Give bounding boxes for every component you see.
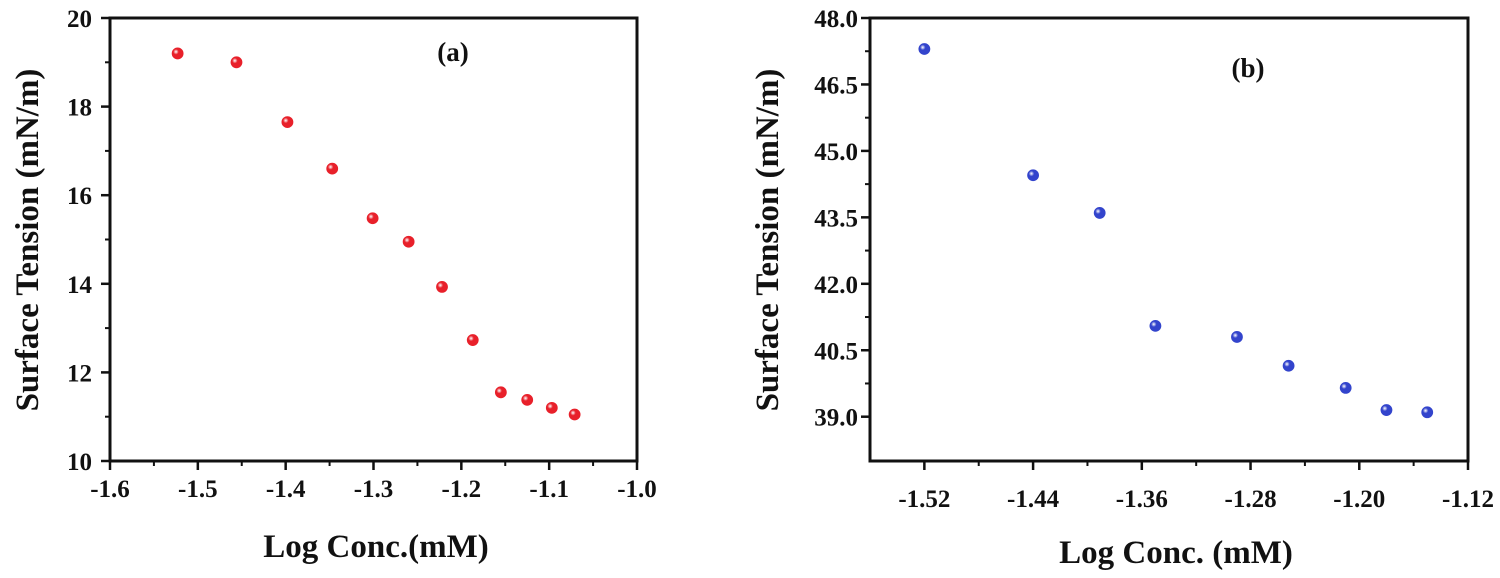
x-tick-label-b: -1.20 [1333,486,1385,513]
x-tick-label-a: -1.5 [178,476,218,503]
x-axis-title-a: Log Conc.(mM) [263,529,488,565]
data-point-b [1339,382,1352,394]
axis-ticks-a: -1.6 -1.5 -1.4 -1.3 -1.2 -1.1 -1.0 10 12 14 16 18 20 [67,6,657,503]
y-tick-label-a: 18 [67,95,92,122]
panel-a: -1.6 -1.5 -1.4 -1.3 -1.2 -1.1 -1.0 10 12 14 16 18 20… [10,6,657,565]
x-axis-title-b: Log Conc. (mM) [1059,535,1293,571]
data-point-a [171,47,184,60]
x-tick-label-b: -1.28 [1225,486,1277,513]
y-tick-label-a: 20 [67,6,92,33]
panel-label-a: (a) [437,37,468,67]
y-axis-title-b: Surface Tension (mN/m) [750,69,786,412]
data-point-a [521,393,534,406]
x-tick-label-a: -1.2 [442,476,482,503]
y-tick-label-b: 42.0 [814,272,858,299]
x-tick-label-b: -1.52 [898,486,950,513]
data-point-b [1093,207,1106,219]
data-point-a [466,334,479,346]
y-tick-label-b: 39.0 [814,405,858,432]
data-point-a [568,408,581,421]
plot-frame-a [108,16,639,463]
data-point-a [230,56,243,69]
x-tick-label-b: -1.12 [1442,486,1494,513]
plot-frame-b [868,16,1470,463]
x-tick-label-b: -1.44 [1007,486,1060,513]
y-tick-label-a: 10 [67,449,92,476]
y-tick-label-a: 12 [67,360,92,387]
data-point-a [326,162,339,175]
x-tick-label-a: -1.1 [529,476,569,503]
x-tick-label-a: -1.6 [90,476,130,503]
x-tick-label-a: -1.4 [266,476,306,503]
data-point-a [366,212,379,225]
data-point-b [1027,169,1039,182]
y-tick-label-a: 16 [67,183,92,210]
data-point-a [494,386,507,399]
data-point-b [1380,404,1393,416]
y-tick-label-b: 46.5 [814,72,858,99]
x-tick-label-b: -1.36 [1116,486,1168,513]
y-tick-label-b: 43.5 [814,205,858,232]
data-point-b [1149,319,1162,332]
data-point-a [545,401,558,414]
panel-b: -1.52 -1.44 -1.36 -1.28 -1.20 -1.12 39.0 40.5 42… [750,6,1494,571]
panel-label-b: (b) [1232,53,1265,83]
y-axis-title-a: Surface Tension (mN/m) [10,69,46,412]
scatter-points-b [918,43,1434,419]
data-point-b [918,43,931,55]
x-tick-label-a: -1.3 [354,476,394,503]
y-tick-label-b: 48.0 [814,6,858,33]
y-tick-label-b: 45.0 [814,139,858,166]
y-tick-label-b: 40.5 [814,338,858,365]
data-point-a [402,235,415,248]
data-point-a [281,116,294,129]
data-point-b [1282,359,1295,372]
x-tick-label-a: -1.0 [617,476,657,503]
scatter-points-a [171,47,581,421]
axis-ticks-b: -1.52 -1.44 -1.36 -1.28 -1.20 -1.12 39.0 40.5 42… [814,6,1494,513]
data-point-a [436,281,448,293]
y-tick-label-a: 14 [67,272,93,299]
data-point-b [1421,406,1434,419]
data-point-b [1231,331,1243,343]
